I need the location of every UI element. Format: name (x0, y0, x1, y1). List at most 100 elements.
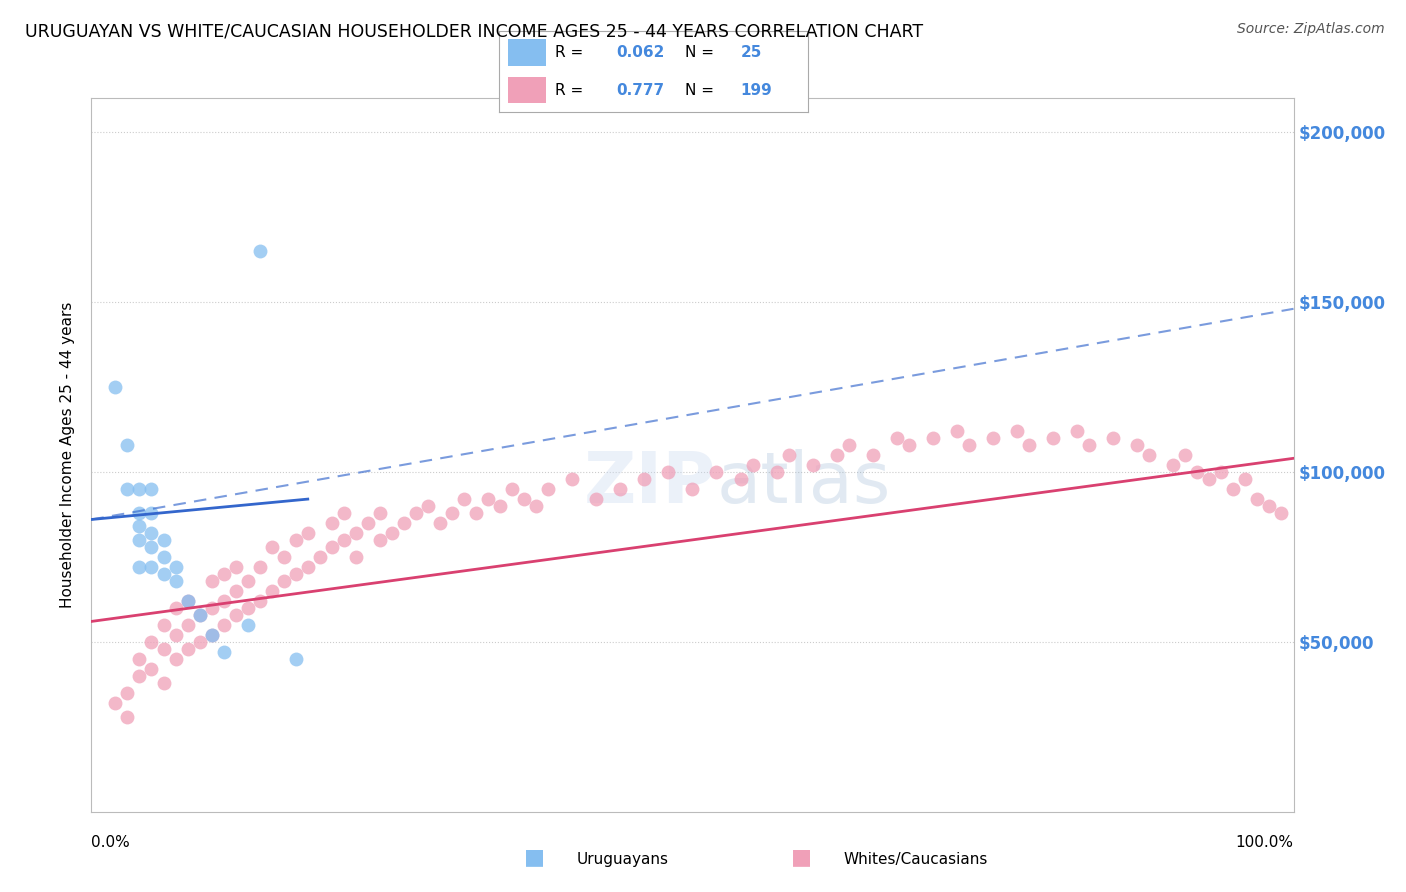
Point (1126, 438, 1149, 452)
Point (405, 506, 427, 520)
Point (128, 506, 150, 520)
Point (201, 628, 224, 642)
Point (477, 492, 499, 507)
Text: N =: N = (685, 45, 718, 60)
Point (249, 244, 271, 258)
Point (128, 533, 150, 547)
Point (297, 560, 319, 574)
Point (1137, 448, 1160, 462)
Text: Whites/Caucasians: Whites/Caucasians (844, 852, 988, 867)
Text: 0.062: 0.062 (617, 45, 665, 60)
Point (176, 641, 198, 656)
Y-axis label: Householder Income Ages 25 - 44 years: Householder Income Ages 25 - 44 years (60, 301, 76, 608)
Point (284, 652, 307, 666)
Point (128, 652, 150, 666)
Point (236, 600, 259, 615)
Point (321, 540, 343, 554)
Point (236, 617, 259, 632)
Point (886, 431, 908, 445)
Point (141, 635, 163, 649)
Point (152, 533, 174, 547)
Point (176, 594, 198, 608)
Point (141, 526, 163, 541)
Point (176, 617, 198, 632)
Point (188, 607, 211, 622)
Point (765, 465, 787, 479)
Text: 0.777: 0.777 (617, 83, 665, 98)
Point (273, 549, 295, 564)
Point (585, 492, 607, 507)
Point (212, 645, 235, 659)
Point (357, 516, 380, 530)
Point (489, 499, 512, 513)
Point (201, 628, 224, 642)
Point (1161, 458, 1184, 472)
Point (730, 472, 752, 486)
Point (284, 533, 307, 547)
Point (249, 594, 271, 608)
Point (165, 652, 187, 666)
Point (513, 492, 536, 507)
Text: R =: R = (555, 45, 588, 60)
Point (1246, 492, 1268, 507)
Point (236, 574, 259, 588)
Point (501, 482, 523, 496)
Point (225, 583, 247, 598)
Point (344, 549, 367, 564)
Text: 199: 199 (741, 83, 772, 98)
Point (117, 709, 139, 723)
Point (657, 465, 679, 479)
Point (897, 438, 920, 452)
Point (333, 506, 356, 520)
Point (260, 583, 283, 598)
Text: R =: R = (555, 83, 588, 98)
Point (117, 482, 139, 496)
Point (152, 675, 174, 690)
Point (1258, 499, 1281, 513)
Bar (509, 77, 546, 103)
Point (212, 594, 235, 608)
Point (1270, 506, 1292, 520)
Point (838, 438, 860, 452)
Point (128, 482, 150, 496)
Point (1211, 465, 1233, 479)
Point (344, 526, 367, 541)
Point (1198, 472, 1220, 486)
Point (152, 641, 174, 656)
Text: N =: N = (685, 83, 718, 98)
Point (440, 506, 463, 520)
Point (212, 566, 235, 581)
Point (922, 431, 945, 445)
Point (465, 506, 488, 520)
Point (392, 516, 415, 530)
Text: 25: 25 (741, 45, 762, 60)
Point (1005, 424, 1028, 438)
Bar (509, 39, 546, 66)
Point (188, 607, 211, 622)
Point (176, 594, 198, 608)
Point (141, 560, 163, 574)
Point (537, 482, 560, 496)
Point (1078, 438, 1101, 452)
Text: atlas: atlas (717, 449, 891, 518)
Point (225, 607, 247, 622)
Point (273, 574, 295, 588)
Point (681, 482, 703, 496)
Point (368, 506, 391, 520)
Point (225, 560, 247, 574)
Point (212, 617, 235, 632)
Point (957, 438, 980, 452)
Point (1042, 431, 1064, 445)
Point (321, 516, 343, 530)
Text: URUGUAYAN VS WHITE/CAUCASIAN HOUSEHOLDER INCOME AGES 25 - 44 YEARS CORRELATION C: URUGUAYAN VS WHITE/CAUCASIAN HOUSEHOLDER… (25, 22, 924, 40)
Point (1234, 472, 1257, 486)
Point (104, 380, 127, 394)
Point (524, 499, 547, 513)
Point (104, 696, 127, 710)
Text: 0.0%: 0.0% (91, 836, 131, 850)
Point (561, 472, 583, 486)
Point (141, 540, 163, 554)
Text: 100.0%: 100.0% (1236, 836, 1294, 850)
Point (1066, 424, 1088, 438)
Point (416, 499, 439, 513)
